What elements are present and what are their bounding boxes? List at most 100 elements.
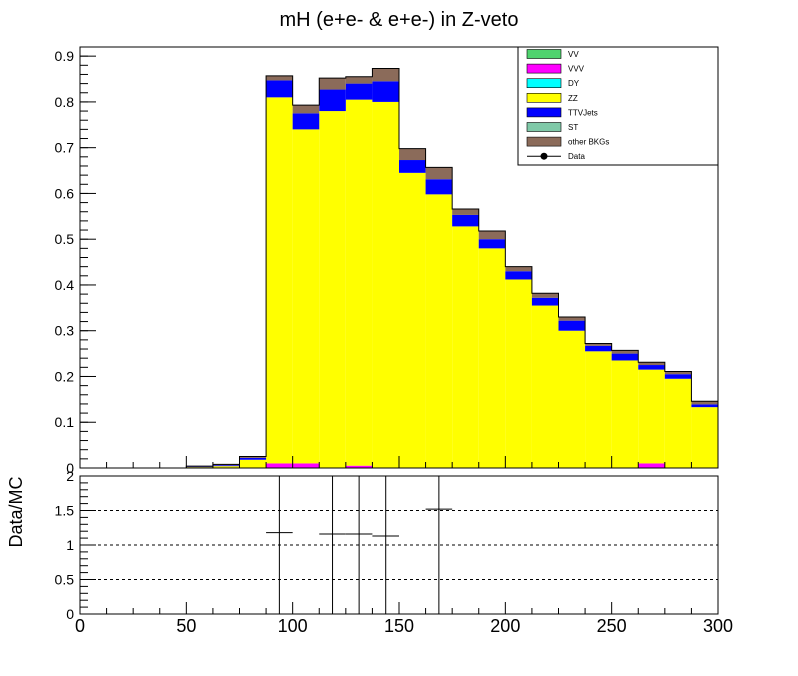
bar [558, 320, 586, 331]
legend-entry: VV [526, 49, 579, 59]
ratio-y-tick-label: 0.5 [55, 572, 75, 588]
legend-entry: DY [526, 78, 580, 88]
legend-label: DY [568, 79, 580, 88]
ratio-point [372, 476, 399, 614]
bar [266, 463, 293, 468]
bar [638, 362, 665, 366]
bar [372, 68, 399, 82]
x-tick-label: 150 [384, 616, 414, 636]
bar [691, 401, 718, 405]
bar [478, 230, 506, 240]
bar [691, 404, 718, 408]
y-tick-label: 0.4 [55, 277, 75, 293]
bar [558, 330, 586, 468]
y-tick-label: 0.6 [55, 185, 75, 201]
x-tick-label: 0 [75, 616, 85, 636]
bar [638, 369, 665, 464]
bar [611, 350, 639, 354]
y-tick-label: 0.1 [55, 414, 75, 430]
bar [292, 105, 320, 114]
series-other-bkgs [186, 68, 718, 467]
bar [292, 463, 320, 468]
bar [611, 360, 639, 468]
bar [266, 80, 293, 98]
legend-swatch [526, 136, 562, 147]
main-panel: 0 0.1 0.2 0.3 0.4 0.5 0.6 0.7 0.8 0.9 [55, 46, 719, 476]
bar [478, 239, 506, 249]
bar [425, 167, 453, 180]
legend-label: VVV [568, 65, 585, 74]
legend-entry: VVV [526, 63, 585, 74]
bar [452, 214, 479, 227]
stack-outline [80, 68, 719, 469]
legend-entry: TTVJets [526, 107, 598, 118]
legend-swatch [526, 93, 562, 103]
bar [425, 179, 453, 195]
bar [372, 81, 399, 102]
bar [531, 297, 559, 306]
bar [345, 83, 373, 100]
bar [399, 172, 426, 468]
bar [505, 271, 532, 280]
bar [585, 345, 612, 352]
ratio-x-axis: 0 50 100 150 200 250 300 [75, 602, 733, 636]
legend-entry: other BKGs [526, 136, 609, 147]
bar [664, 378, 692, 468]
x-tick-label: 250 [597, 616, 627, 636]
legend-swatch [526, 122, 562, 132]
y-tick-label: 0.5 [55, 231, 75, 247]
ratio-y-tick-label: 2 [66, 468, 74, 484]
x-tick-label: 50 [176, 616, 196, 636]
bar [319, 78, 346, 90]
bar [399, 148, 426, 161]
bar [345, 465, 373, 468]
bar [319, 89, 346, 112]
bar [292, 129, 320, 464]
ratio-point [266, 476, 293, 614]
legend-label: TTVJets [568, 108, 598, 117]
y-tick-label: 0.3 [55, 323, 75, 339]
ratio-point [425, 476, 453, 614]
bar [531, 305, 559, 468]
bar [239, 457, 267, 460]
ratio-y-tick-label: 1.5 [55, 503, 75, 519]
ratio-panel: 0 0.5 1 1.5 2 0 50 100 150 200 250 300 [55, 468, 733, 636]
bar [638, 365, 665, 370]
legend-swatch [526, 78, 562, 88]
ratio-y-axis: 0 0.5 1 1.5 2 [55, 468, 96, 622]
bar [505, 266, 532, 272]
x-tick-label: 100 [278, 616, 308, 636]
bar [425, 194, 453, 468]
legend-label: other BKGs [568, 138, 609, 147]
x-tick-label: 200 [490, 616, 520, 636]
main-x-axis [79, 456, 719, 468]
legend-entry: Data [527, 152, 585, 161]
ratio-y-tick-label: 0 [66, 606, 74, 622]
ratio-point [345, 476, 373, 614]
legend-label: ST [568, 123, 578, 132]
bar [345, 76, 373, 84]
bar [292, 113, 320, 130]
bar [266, 97, 293, 464]
bar [212, 465, 240, 467]
series-ttvjets [186, 80, 718, 468]
legend-swatch [526, 49, 562, 59]
legend-data-marker [540, 152, 548, 160]
legend-swatch [526, 107, 562, 118]
y-tick-label: 0.7 [55, 140, 75, 156]
bar [691, 407, 718, 468]
bar [345, 99, 373, 466]
y-tick-label: 0 [66, 460, 74, 476]
bar [319, 111, 346, 468]
bar [266, 75, 293, 81]
bar [531, 293, 559, 298]
x-tick-label: 300 [703, 616, 733, 636]
legend-label: VV [568, 50, 579, 59]
legend-swatch [526, 63, 562, 74]
bar [585, 351, 612, 468]
y-tick-label: 0.2 [55, 368, 75, 384]
bar [186, 466, 213, 468]
bar [505, 279, 532, 468]
